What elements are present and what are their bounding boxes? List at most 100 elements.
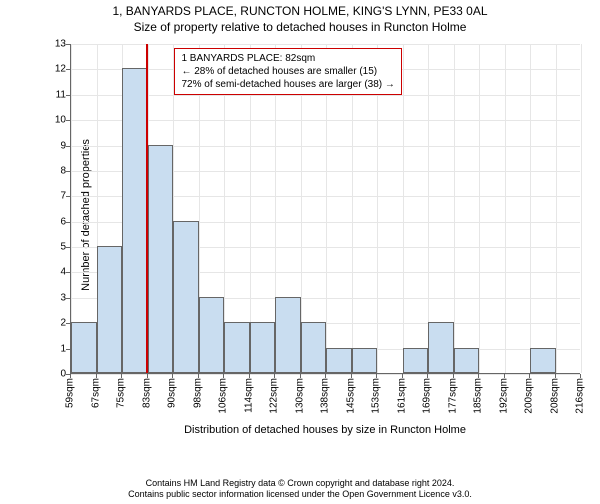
ytick-mark [66,171,70,172]
xtick-mark [249,374,250,378]
histogram-chart: Number of detached properties 1 BANYARDS… [50,44,580,414]
ytick-label: 12 [46,64,66,75]
xtick-mark [504,374,505,378]
xtick-label: 83sqm [141,378,152,408]
histogram-bar [199,297,225,373]
xtick-mark [325,374,326,378]
xtick-mark [478,374,479,378]
xtick-label: 114sqm [243,378,254,413]
page-title-line2: Size of property relative to detached ho… [0,20,600,34]
ytick-mark [66,146,70,147]
histogram-bar [326,348,352,373]
histogram-bar [97,246,123,373]
xtick-mark [453,374,454,378]
histogram-bar [454,348,480,373]
histogram-bar [530,348,556,373]
xtick-label: 67sqm [90,378,101,408]
ytick-label: 9 [46,140,66,151]
histogram-bar [71,322,97,373]
callout-box: 1 BANYARDS PLACE: 82sqm← 28% of detached… [174,48,401,95]
ytick-mark [66,196,70,197]
xtick-mark [223,374,224,378]
xtick-label: 98sqm [192,378,203,408]
ytick-mark [66,272,70,273]
xtick-label: 216sqm [575,378,586,414]
xtick-mark [376,374,377,378]
xtick-label: 75sqm [116,378,127,408]
ytick-label: 10 [46,115,66,126]
ytick-label: 13 [46,39,66,50]
ytick-label: 7 [46,191,66,202]
page-title-line1: 1, BANYARDS PLACE, RUNCTON HOLME, KING'S… [0,4,600,18]
ytick-mark [66,323,70,324]
xtick-label: 208sqm [549,378,560,414]
gridline-v [581,44,582,373]
xtick-mark [300,374,301,378]
ytick-mark [66,95,70,96]
xtick-mark [427,374,428,378]
ytick-label: 1 [46,343,66,354]
ytick-label: 4 [46,267,66,278]
xtick-mark [580,374,581,378]
ytick-mark [66,222,70,223]
ytick-label: 2 [46,318,66,329]
gridline-v [454,44,455,373]
xtick-mark [172,374,173,378]
property-marker-line [146,44,148,373]
histogram-bar [224,322,250,373]
histogram-bar [122,68,148,373]
xtick-label: 169sqm [422,378,433,414]
xtick-label: 185sqm [473,378,484,414]
ytick-label: 8 [46,165,66,176]
xtick-mark [70,374,71,378]
footer-line1: Contains HM Land Registry data © Crown c… [0,478,600,489]
callout-line3: 72% of semi-detached houses are larger (… [181,78,394,91]
footer-line2: Contains public sector information licen… [0,489,600,500]
ytick-label: 3 [46,292,66,303]
xtick-label: 161sqm [396,378,407,414]
ytick-label: 5 [46,242,66,253]
ytick-label: 6 [46,216,66,227]
ytick-label: 0 [46,369,66,380]
xtick-label: 177sqm [447,378,458,414]
histogram-bar [250,322,276,373]
footer-attribution: Contains HM Land Registry data © Crown c… [0,478,600,500]
histogram-bar [403,348,429,373]
ytick-mark [66,247,70,248]
xtick-mark [351,374,352,378]
xtick-mark [274,374,275,378]
xtick-label: 145sqm [345,378,356,414]
histogram-bar [275,297,301,373]
gridline-v [505,44,506,373]
xtick-label: 106sqm [218,378,229,414]
ytick-mark [66,44,70,45]
ytick-mark [66,69,70,70]
callout-line1: 1 BANYARDS PLACE: 82sqm [181,52,394,65]
gridline-v [479,44,480,373]
xtick-label: 200sqm [524,378,535,414]
xtick-mark [198,374,199,378]
histogram-bar [148,145,174,373]
xtick-mark [96,374,97,378]
xtick-label: 90sqm [167,378,178,408]
plot-area: 1 BANYARDS PLACE: 82sqm← 28% of detached… [70,44,580,374]
histogram-bar [173,221,199,373]
histogram-bar [352,348,378,373]
ytick-label: 11 [46,89,66,100]
xtick-label: 122sqm [269,378,280,414]
ytick-mark [66,298,70,299]
xtick-mark [147,374,148,378]
xtick-mark [529,374,530,378]
xtick-mark [555,374,556,378]
callout-line2: ← 28% of detached houses are smaller (15… [181,65,394,78]
histogram-bar [301,322,327,373]
gridline-v [530,44,531,373]
gridline-v [556,44,557,373]
xtick-label: 59sqm [65,378,76,408]
x-axis-label: Distribution of detached houses by size … [70,424,580,436]
xtick-label: 153sqm [371,378,382,414]
ytick-mark [66,120,70,121]
histogram-bar [428,322,454,373]
xtick-label: 192sqm [498,378,509,414]
xtick-label: 130sqm [294,378,305,414]
